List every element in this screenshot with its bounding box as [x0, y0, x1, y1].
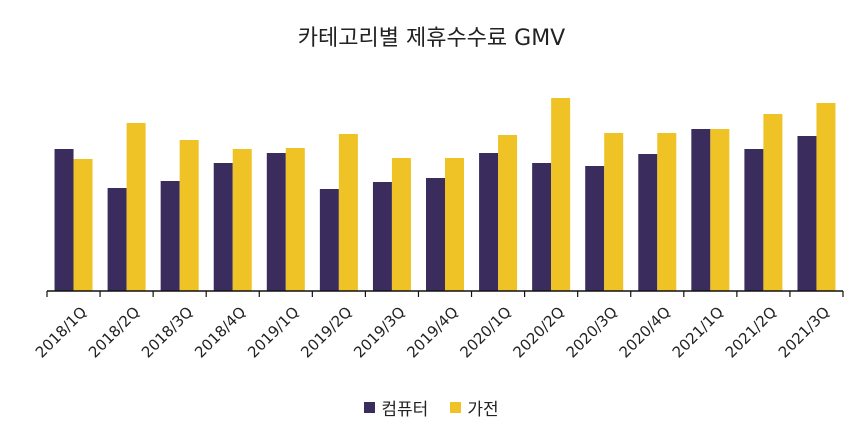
bar-series-1-2021/1Q	[691, 129, 711, 291]
x-tick-label: 2018/3Q	[138, 303, 196, 361]
bar-series-2-2018/1Q	[73, 159, 93, 291]
bar-series-2-2021/2Q	[763, 114, 783, 291]
x-tick-label: 2020/2Q	[509, 303, 567, 361]
bar-series-1-2018/4Q	[213, 163, 233, 291]
x-tick-label: 2018/1Q	[32, 303, 90, 361]
legend: 컴퓨터 가전	[0, 395, 863, 420]
x-tick-label: 2020/1Q	[456, 303, 514, 361]
x-tick-label: 2019/2Q	[297, 303, 355, 361]
bar-series-1-2019/3Q	[372, 182, 392, 291]
x-tick-label: 2018/2Q	[85, 303, 143, 361]
legend-swatch-series-1	[364, 402, 376, 413]
bar-series-1-2020/1Q	[479, 153, 499, 291]
x-tick-label: 2018/4Q	[191, 303, 249, 361]
x-tick-label: 2020/3Q	[563, 303, 621, 361]
bar-series-1-2018/1Q	[54, 149, 74, 291]
bar-series-2-2021/1Q	[710, 129, 730, 291]
bar-series-2-2021/3Q	[816, 103, 836, 291]
bar-series-1-2018/2Q	[107, 188, 127, 291]
bar-series-1-2019/2Q	[319, 189, 339, 291]
legend-item-series-1: 컴퓨터	[364, 395, 428, 420]
bar-series-1-2018/3Q	[160, 181, 180, 291]
bar-series-2-2019/1Q	[285, 148, 305, 291]
x-axis-ticks	[46, 291, 844, 297]
bar-series-2-2020/1Q	[498, 135, 518, 291]
x-tick-label: 2021/1Q	[669, 303, 727, 361]
x-tick-label: 2021/3Q	[775, 303, 833, 361]
bar-series-2-2019/3Q	[391, 158, 411, 291]
bars-group	[54, 98, 836, 291]
bar-series-1-2019/4Q	[426, 178, 445, 291]
bar-series-1-2021/3Q	[797, 136, 817, 291]
legend-swatch-series-2	[450, 402, 462, 413]
bar-series-1-2020/2Q	[532, 163, 552, 291]
bar-series-2-2020/3Q	[604, 133, 624, 291]
x-tick-label: 2019/4Q	[403, 303, 461, 361]
bar-series-1-2019/1Q	[266, 153, 286, 291]
x-tick-label: 2021/2Q	[722, 303, 780, 361]
legend-item-series-2: 가전	[450, 395, 499, 420]
bar-series-1-2021/2Q	[744, 149, 764, 291]
legend-label-series-1: 컴퓨터	[381, 400, 429, 420]
bar-series-2-2019/2Q	[338, 134, 358, 291]
bar-series-2-2020/2Q	[551, 98, 571, 291]
x-tick-label: 2019/1Q	[244, 303, 302, 361]
bar-series-2-2020/4Q	[657, 133, 677, 291]
x-axis-labels: 2018/1Q2018/2Q2018/3Q2018/4Q2019/1Q2019/…	[32, 303, 833, 361]
bar-series-2-2018/3Q	[179, 140, 199, 291]
bar-series-1-2020/3Q	[585, 166, 605, 291]
bar-series-2-2019/4Q	[445, 158, 464, 291]
legend-label-series-2: 가전	[467, 400, 499, 420]
bar-series-2-2018/2Q	[126, 123, 146, 291]
x-tick-label: 2019/3Q	[350, 303, 408, 361]
bar-series-2-2018/4Q	[232, 149, 252, 291]
bar-series-1-2020/4Q	[638, 154, 658, 291]
chart-title: 카테고리별 제휴수수료 GMV	[297, 26, 566, 51]
x-tick-label: 2020/4Q	[616, 303, 674, 361]
